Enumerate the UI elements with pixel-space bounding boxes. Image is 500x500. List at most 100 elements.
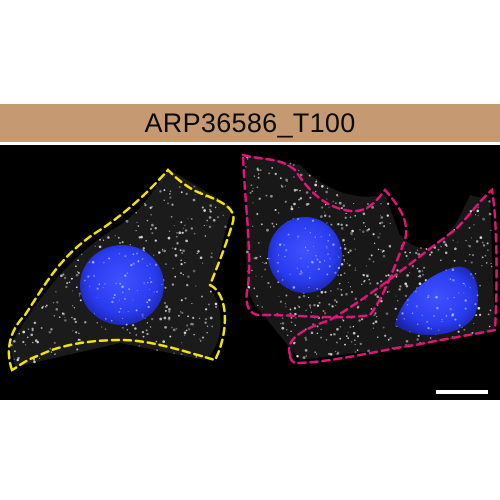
- signal-puncta: [409, 272, 411, 274]
- signal-puncta: [320, 336, 323, 339]
- signal-puncta: [182, 273, 184, 276]
- nuclear-puncta: [119, 299, 121, 301]
- signal-puncta: [190, 227, 194, 230]
- signal-puncta: [323, 211, 326, 213]
- signal-puncta: [180, 353, 183, 356]
- signal-puncta: [31, 327, 34, 330]
- signal-puncta: [364, 298, 366, 300]
- signal-puncta: [489, 325, 491, 328]
- nuclear-puncta: [454, 318, 457, 321]
- signal-puncta: [277, 212, 280, 214]
- signal-puncta: [365, 265, 367, 267]
- signal-puncta: [279, 300, 282, 303]
- signal-puncta: [266, 257, 269, 260]
- signal-puncta: [73, 307, 76, 309]
- signal-puncta: [374, 293, 377, 296]
- signal-puncta: [178, 231, 182, 235]
- signal-puncta: [409, 251, 411, 254]
- signal-puncta: [336, 352, 339, 356]
- signal-puncta: [452, 239, 455, 242]
- signal-puncta: [293, 188, 297, 192]
- signal-puncta: [173, 352, 175, 355]
- signal-puncta: [366, 274, 369, 277]
- signal-puncta: [281, 326, 285, 330]
- signal-puncta: [199, 256, 203, 260]
- signal-puncta: [208, 216, 212, 219]
- signal-puncta: [359, 342, 362, 346]
- signal-puncta: [488, 200, 491, 203]
- nuclear-puncta: [451, 313, 455, 316]
- signal-puncta: [192, 316, 195, 320]
- signal-puncta: [490, 265, 493, 268]
- signal-puncta: [342, 254, 345, 257]
- signal-puncta: [258, 197, 261, 200]
- nuclear-puncta: [103, 261, 105, 264]
- signal-puncta: [370, 254, 373, 257]
- nuclear-puncta: [137, 260, 140, 263]
- signal-puncta: [146, 219, 149, 222]
- signal-puncta: [203, 224, 205, 227]
- nuclear-puncta: [329, 257, 331, 260]
- signal-puncta: [310, 311, 312, 313]
- nuclear-puncta: [334, 271, 337, 274]
- signal-puncta: [429, 337, 432, 339]
- signal-puncta: [489, 309, 492, 312]
- signal-puncta: [317, 185, 319, 187]
- signal-puncta: [305, 309, 307, 312]
- signal-puncta: [314, 318, 316, 320]
- signal-puncta: [117, 236, 120, 239]
- nuclear-puncta: [110, 319, 113, 322]
- signal-puncta: [199, 340, 202, 342]
- signal-puncta: [347, 332, 349, 334]
- signal-puncta: [354, 351, 357, 353]
- signal-puncta: [305, 355, 308, 357]
- nuclear-puncta: [409, 331, 411, 333]
- nuclear-puncta: [320, 235, 322, 238]
- signal-puncta: [284, 185, 287, 187]
- signal-puncta: [434, 247, 436, 249]
- signal-puncta: [349, 326, 352, 329]
- fluorescence-micrograph: [0, 145, 500, 400]
- signal-puncta: [486, 242, 489, 245]
- signal-puncta: [340, 288, 343, 291]
- signal-puncta: [330, 290, 332, 292]
- signal-puncta: [389, 222, 391, 225]
- signal-puncta: [289, 162, 292, 165]
- signal-puncta: [144, 203, 146, 205]
- nuclear-puncta: [135, 252, 139, 255]
- signal-puncta: [364, 225, 367, 227]
- signal-puncta: [256, 186, 259, 189]
- signal-puncta: [343, 261, 346, 263]
- signal-puncta: [187, 328, 191, 331]
- signal-puncta: [338, 201, 342, 205]
- signal-puncta: [396, 269, 399, 272]
- signal-puncta: [279, 177, 282, 180]
- signal-puncta: [337, 274, 339, 277]
- signal-puncta: [170, 215, 173, 218]
- signal-puncta: [463, 328, 466, 331]
- signal-puncta: [163, 316, 167, 320]
- signal-puncta: [404, 282, 408, 286]
- signal-puncta: [380, 214, 382, 216]
- signal-puncta: [156, 349, 158, 351]
- signal-puncta: [175, 327, 178, 330]
- signal-puncta: [411, 264, 415, 268]
- signal-puncta: [33, 360, 36, 364]
- signal-puncta: [484, 254, 487, 257]
- signal-puncta: [265, 262, 268, 264]
- nuclear-puncta: [453, 296, 455, 299]
- signal-puncta: [208, 208, 211, 211]
- signal-puncta: [193, 334, 195, 336]
- nuclear-puncta: [88, 285, 91, 288]
- signal-puncta: [125, 219, 129, 223]
- signal-puncta: [33, 321, 37, 325]
- signal-puncta: [158, 251, 161, 254]
- signal-puncta: [360, 318, 364, 321]
- signal-puncta: [163, 189, 166, 192]
- nuclear-puncta: [121, 285, 124, 289]
- signal-puncta: [32, 341, 34, 344]
- signal-puncta: [34, 339, 38, 342]
- signal-puncta: [224, 225, 227, 229]
- signal-puncta: [471, 254, 475, 257]
- signal-puncta: [315, 180, 318, 183]
